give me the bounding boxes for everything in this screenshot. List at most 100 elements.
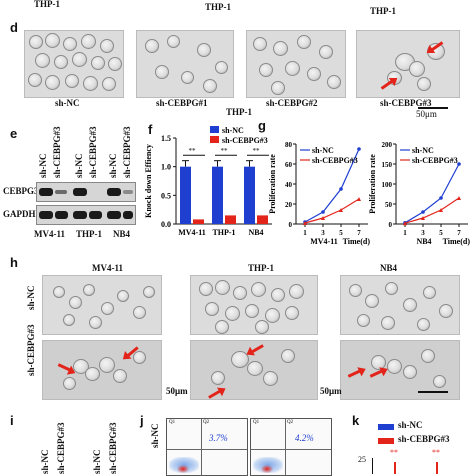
micrograph-d-sh-cebpg1 — [136, 30, 234, 98]
bar-k-kd-2 — [436, 462, 438, 474]
sig-k-1: ** — [390, 448, 398, 457]
g2-y-tick-label: 150 — [382, 161, 393, 169]
micrograph-d-sh-nc — [24, 30, 124, 98]
f-bar-kd — [257, 215, 268, 224]
lane-label-2: sh-CEBPG#3 — [52, 126, 62, 178]
g1-y-axis-label: Proliferation rate — [268, 154, 277, 214]
legend-k-kd-label: sh-CEBPG#3 — [398, 434, 450, 444]
g2-series-nc — [404, 163, 460, 224]
flow-plot-1-q2: Q2 — [203, 420, 210, 425]
g1-x-tick-label: 3 — [321, 229, 325, 237]
g2-point-kd — [439, 208, 443, 212]
flow-plot-2: Q1 Q2 4.2% — [250, 418, 332, 476]
g1-x-tick-label: 5 — [339, 229, 343, 237]
g2-point-nc — [439, 196, 443, 200]
col-title-nb4: NB4 — [380, 263, 398, 273]
g2-y-tick-label: 200 — [382, 141, 393, 149]
g1-x-axis-label: Time(d) — [343, 237, 371, 246]
f-bar-kd — [193, 219, 204, 224]
lane-label-4: sh-CEBPG#3 — [88, 126, 98, 178]
g2-series-kd — [404, 197, 460, 224]
blot-row-label-gapdh: GAPDH — [3, 209, 36, 219]
scale-label-d: 50μm — [416, 109, 437, 119]
caption-d-sh-cebpg3: sh-CEBPG#3 — [380, 98, 432, 108]
micrograph-d-sh-cebpg3 — [356, 30, 460, 98]
chart-proliferation-nb4: 0 50 100 150 200 1 3 5 7 Proliferation rate NB4 Tim… — [368, 141, 474, 246]
f-y-tick-label: 1.0 — [161, 163, 171, 172]
f-x-tick-label: NB4 — [248, 228, 263, 237]
axis-k-y-tick: 25 — [358, 455, 366, 464]
f-sig-label: ** — [189, 147, 197, 155]
micrograph-h-mv411-kd — [42, 340, 162, 400]
panel-i-label-kd: sh-CEBPG#3 — [56, 422, 66, 474]
f-sig-label: ** — [253, 147, 261, 155]
f-bar-nc — [180, 166, 191, 224]
g1-y-tick-label: 80 — [285, 141, 293, 149]
legend-k-nc-label: sh-NC — [398, 420, 423, 430]
col-title-mv411: MV4-11 — [92, 263, 123, 273]
g2-legend-label: sh-CEBPG#3 — [412, 156, 458, 165]
f-sig-label: ** — [221, 147, 229, 155]
scale-label-h-mid: 50μm — [320, 386, 342, 396]
panel-i-label-nc2: sh-NC — [92, 449, 102, 474]
g2-x-axis-label: Time(d) — [443, 237, 471, 246]
f-y-axis-label: Knock down Effiency — [144, 144, 153, 218]
g1-point-kd — [303, 221, 307, 225]
lane-label-1: sh-NC — [38, 153, 48, 178]
row-label-h-sh-nc: sh-NC — [26, 285, 36, 310]
bar-k-kd-1 — [394, 462, 396, 474]
g2-x-tick-label: 1 — [403, 229, 407, 237]
blot-cell-line-mv411: MV4-11 — [34, 229, 65, 239]
g1-x-tick-label: 7 — [357, 229, 361, 237]
g2-point-kd — [457, 196, 461, 200]
row-label-h-sh-cebpg3: sh-CEBPG#3 — [26, 324, 36, 376]
scale-bar-d — [418, 107, 448, 109]
top-label-thp1-left: THP-1 — [34, 0, 60, 9]
g1-x-tick-label: 1 — [303, 229, 307, 237]
caption-d-sh-cebpg2: sh-CEBPG#2 — [266, 98, 318, 108]
g2-point-nc — [457, 162, 461, 166]
g1-series-kd — [304, 198, 360, 224]
top-label-thp1-right: THP-1 — [370, 6, 396, 16]
flow-plot-2-q2: Q2 — [287, 420, 294, 425]
panel-j-row-label: sh-NC — [150, 423, 160, 448]
scale-bar-h — [418, 391, 448, 393]
g1-legend-label: sh-NC — [312, 146, 334, 155]
panel-d-letter: d — [10, 20, 18, 35]
caption-d-sh-nc: sh-NC — [55, 98, 80, 108]
f-legend-label: sh-NC — [222, 126, 244, 135]
blot-cebpg3-strip — [36, 182, 136, 202]
axis-k-y — [372, 458, 373, 474]
blot-cell-line-thp1: THP-1 — [76, 229, 102, 239]
panel-i-letter: i — [10, 413, 14, 428]
g2-legend-label: sh-NC — [412, 146, 434, 155]
f-x-tick-label: THP-1 — [212, 228, 235, 237]
micrograph-h-nb4-kd — [340, 340, 460, 400]
f-y-tick-label: 0.5 — [161, 191, 171, 200]
micrograph-h-mv411-nc — [42, 275, 162, 335]
blot-gapdh-strip — [36, 205, 136, 225]
g1-point-kd — [321, 216, 325, 220]
g1-y-tick-label: 0 — [289, 221, 293, 229]
g1-cell-line: MV4-11 — [310, 237, 338, 246]
micrograph-h-thp1-nc — [190, 275, 318, 335]
panel-f-letter: f — [148, 122, 153, 137]
g1-point-nc — [339, 187, 343, 191]
g1-y-tick-label: 40 — [285, 181, 293, 189]
g1-y-tick-label: 20 — [285, 201, 293, 209]
caption-d-sh-cebpg1: sh-CEBPG#1 — [156, 98, 208, 108]
blot-cell-line-nb4: NB4 — [113, 229, 131, 239]
chart-proliferation-mv411: 0 20 40 60 80 1 3 5 7 Proliferation rate MV4-11 Tim… — [268, 141, 371, 246]
g1-point-nc — [321, 210, 325, 214]
panel-i-label-nc: sh-NC — [40, 449, 50, 474]
micrograph-h-nb4-nc — [340, 275, 460, 335]
g2-cell-line: NB4 — [416, 237, 431, 246]
legend-k-kd-swatch — [378, 438, 394, 444]
panel-h-letter: h — [10, 255, 18, 270]
f-x-tick-label: MV4-11 — [178, 228, 206, 237]
g1-series-nc — [304, 148, 360, 223]
flow-plot-1-pct: 3.7% — [209, 433, 228, 443]
panel-k-letter: k — [352, 413, 360, 428]
flow-plot-1-q1: Q1 — [169, 420, 176, 425]
group-label-d-thp1: THP-1 — [226, 107, 252, 117]
